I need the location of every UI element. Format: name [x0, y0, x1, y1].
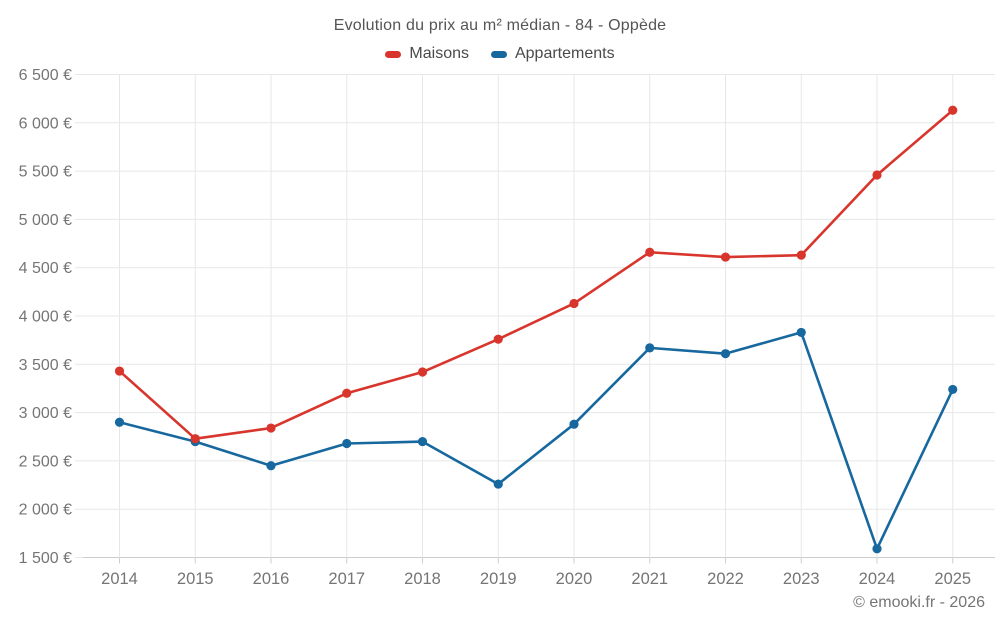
y-tick-label: 3 000 € — [19, 405, 72, 422]
x-tick-label: 2015 — [177, 570, 214, 588]
data-point-maisons-2021[interactable] — [645, 247, 655, 257]
y-tick-label: 5 000 € — [19, 212, 72, 229]
y-tick-label: 3 500 € — [19, 357, 72, 374]
legend-label-maisons: Maisons — [409, 45, 469, 62]
copyright-watermark: © emooki.fr - 2026 — [853, 594, 985, 611]
series-maisons — [114, 105, 958, 444]
data-point-maisons-2020[interactable] — [569, 298, 579, 309]
data-point-appartements-2014[interactable] — [114, 417, 125, 427]
x-tick-label: 2017 — [328, 570, 365, 588]
y-tick-label: 5 500 € — [19, 164, 72, 181]
data-point-appartements-2019[interactable] — [493, 479, 503, 489]
x-tick-label: 2018 — [404, 570, 441, 588]
legend-item-maisons[interactable]: Maisons — [385, 45, 469, 63]
x-tick-label: 2022 — [707, 570, 744, 588]
appartements-series-swatch-icon — [490, 50, 507, 58]
data-point-appartements-2025[interactable] — [948, 384, 958, 395]
y-tick-label: 2 000 € — [19, 502, 72, 519]
data-point-appartements-2022[interactable] — [720, 349, 731, 359]
x-tick-label: 2024 — [859, 570, 896, 588]
data-point-appartements-2017[interactable] — [342, 438, 352, 449]
data-point-appartements-2023[interactable] — [796, 327, 806, 338]
x-tick-label: 2019 — [480, 570, 517, 588]
y-grid-and-labels: 1 500 € 2 000 € 2 500 € 3 000 € 3 500 € 4 000… — [19, 67, 995, 567]
legend-item-appartements[interactable]: Appartements — [490, 45, 615, 63]
maisons-series-swatch-icon — [385, 50, 402, 58]
x-tick-label: 2014 — [101, 570, 138, 588]
x-tick-label: 2016 — [253, 570, 290, 588]
data-point-appartements-2016[interactable] — [266, 461, 276, 471]
y-tick-label: 6 500 € — [19, 67, 72, 84]
data-point-appartements-2021[interactable] — [645, 343, 655, 353]
series-line-appartements — [118, 331, 955, 551]
series-line-maisons — [118, 108, 955, 440]
data-point-appartements-2018[interactable] — [417, 436, 428, 447]
data-point-maisons-2023[interactable] — [796, 250, 806, 260]
x-tick-label: 2020 — [556, 570, 593, 588]
data-point-maisons-2016[interactable] — [266, 423, 276, 433]
x-grid-and-labels: 2014 2015 2016 2017 2018 2019 2020 2021 2022 2023… — [101, 74, 971, 588]
legend: Maisons Appartements — [0, 45, 1000, 63]
y-tick-label: 2 500 € — [19, 453, 72, 470]
y-tick-label: 4 500 € — [19, 260, 72, 277]
x-tick-label: 2025 — [934, 570, 971, 588]
data-point-maisons-2022[interactable] — [720, 252, 731, 262]
data-point-maisons-2017[interactable] — [342, 388, 352, 398]
data-point-appartements-2024[interactable] — [872, 544, 882, 554]
data-point-maisons-2025[interactable] — [948, 105, 958, 115]
series-appartements — [114, 327, 958, 554]
x-tick-label: 2021 — [631, 570, 668, 588]
data-point-maisons-2015[interactable] — [190, 434, 200, 444]
data-point-maisons-2018[interactable] — [417, 367, 428, 377]
data-point-appartements-2020[interactable] — [569, 419, 579, 429]
data-point-maisons-2024[interactable] — [872, 170, 882, 180]
x-tick-label: 2023 — [783, 570, 820, 588]
y-tick-label: 6 000 € — [19, 115, 72, 132]
data-point-maisons-2019[interactable] — [493, 334, 503, 344]
y-tick-label: 1 500 € — [19, 550, 72, 567]
chart-title: Evolution du prix au m² médian - 84 - Op… — [333, 17, 667, 34]
data-point-maisons-2014[interactable] — [114, 366, 125, 376]
y-tick-label: 4 000 € — [19, 309, 72, 326]
legend-label-appartements: Appartements — [514, 45, 615, 62]
